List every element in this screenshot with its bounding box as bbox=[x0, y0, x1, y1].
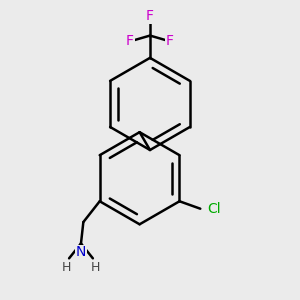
Text: F: F bbox=[146, 9, 154, 23]
Text: Cl: Cl bbox=[208, 202, 221, 216]
Text: F: F bbox=[126, 34, 134, 48]
Text: H: H bbox=[91, 261, 100, 274]
Text: F: F bbox=[166, 34, 174, 48]
Text: N: N bbox=[76, 245, 86, 259]
Text: H: H bbox=[62, 261, 71, 274]
